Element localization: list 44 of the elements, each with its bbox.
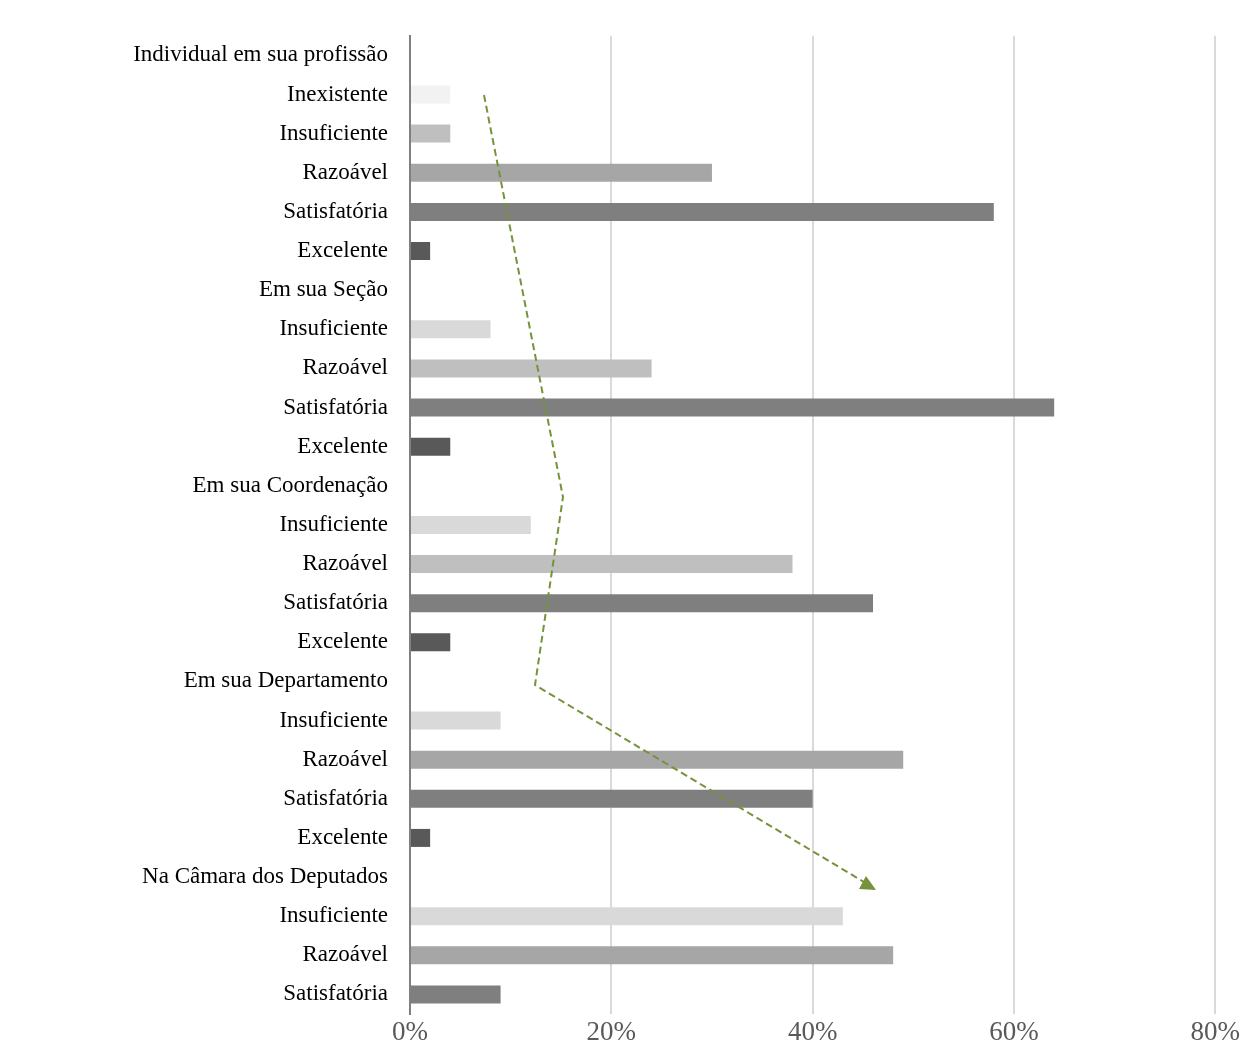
- x-tick-label: 0%: [392, 1016, 428, 1047]
- y-tick-label: Insuficiente: [279, 510, 388, 536]
- y-tick-label: Razoável: [302, 550, 388, 576]
- y-tick-label: Excelente: [297, 432, 388, 458]
- bar: [411, 320, 491, 339]
- bar: [411, 163, 712, 182]
- y-tick-label: Excelente: [297, 823, 388, 849]
- y-tick-label: Insuficiente: [279, 119, 388, 145]
- bar: [411, 633, 451, 652]
- x-tick-label: 40%: [787, 1016, 838, 1047]
- y-tick-label: Excelente: [297, 628, 388, 654]
- y-tick-label: Satisfatória: [283, 784, 388, 810]
- x-tick-label: 80%: [1190, 1016, 1240, 1047]
- bar: [411, 242, 431, 260]
- y-tick-label: Insuficiente: [279, 315, 388, 341]
- y-tick-label: Excelente: [297, 237, 388, 263]
- x-tick-label: 20%: [586, 1016, 637, 1047]
- y-tick-label: Satisfatória: [283, 589, 388, 615]
- y-tick-label: Razoável: [302, 941, 388, 967]
- y-tick-label: Satisfatória: [283, 980, 388, 1006]
- bar: [411, 359, 652, 378]
- bar: [411, 711, 501, 730]
- y-tick-label: Razoável: [302, 745, 388, 771]
- y-tick-label: Em sua Coordenação: [192, 471, 388, 497]
- y-tick-label: Satisfatória: [283, 197, 388, 223]
- x-tick-label: 60%: [989, 1016, 1039, 1047]
- bar: [411, 437, 451, 456]
- bar: [411, 515, 531, 534]
- y-tick-label: Razoável: [302, 354, 388, 380]
- bar: [411, 124, 451, 143]
- y-tick-label: Em sua Departamento: [183, 667, 388, 693]
- y-tick-label: Razoável: [302, 158, 388, 184]
- y-tick-label: Inexistente: [287, 80, 388, 106]
- y-tick-label: Na Câmara dos Deputados: [142, 863, 389, 889]
- bar: [411, 85, 451, 104]
- bar: [411, 750, 904, 769]
- y-tick-label: Insuficiente: [279, 706, 388, 732]
- bar: [411, 946, 894, 965]
- y-tick-label: Em sua Seção: [258, 276, 388, 302]
- y-tick-label: Individual em sua profissão: [133, 41, 388, 67]
- y-tick-label: Satisfatória: [283, 393, 388, 419]
- y-tick-label: Insuficiente: [279, 902, 388, 928]
- bar: [411, 555, 793, 574]
- bar: [411, 828, 431, 847]
